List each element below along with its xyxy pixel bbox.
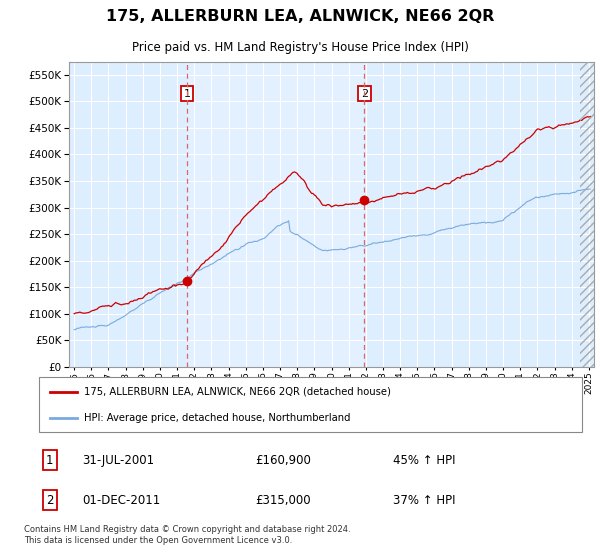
Bar xyxy=(187,62,364,367)
Text: £315,000: £315,000 xyxy=(256,494,311,507)
Text: 1: 1 xyxy=(46,454,53,466)
Text: 175, ALLERBURN LEA, ALNWICK, NE66 2QR: 175, ALLERBURN LEA, ALNWICK, NE66 2QR xyxy=(106,9,494,24)
Text: £160,900: £160,900 xyxy=(256,454,311,466)
Text: 2: 2 xyxy=(361,88,368,99)
Text: 01-DEC-2011: 01-DEC-2011 xyxy=(83,494,161,507)
Bar xyxy=(580,62,594,367)
Text: 175, ALLERBURN LEA, ALNWICK, NE66 2QR (detached house): 175, ALLERBURN LEA, ALNWICK, NE66 2QR (d… xyxy=(85,386,391,396)
Text: HPI: Average price, detached house, Northumberland: HPI: Average price, detached house, Nort… xyxy=(85,413,351,423)
Text: Price paid vs. HM Land Registry's House Price Index (HPI): Price paid vs. HM Land Registry's House … xyxy=(131,41,469,54)
FancyBboxPatch shape xyxy=(39,377,582,432)
Text: 45% ↑ HPI: 45% ↑ HPI xyxy=(393,454,455,466)
Text: 2: 2 xyxy=(46,494,53,507)
Text: 31-JUL-2001: 31-JUL-2001 xyxy=(83,454,155,466)
Bar xyxy=(580,62,594,367)
Text: 37% ↑ HPI: 37% ↑ HPI xyxy=(393,494,455,507)
Text: 1: 1 xyxy=(184,88,191,99)
Text: Contains HM Land Registry data © Crown copyright and database right 2024.
This d: Contains HM Land Registry data © Crown c… xyxy=(24,525,350,545)
